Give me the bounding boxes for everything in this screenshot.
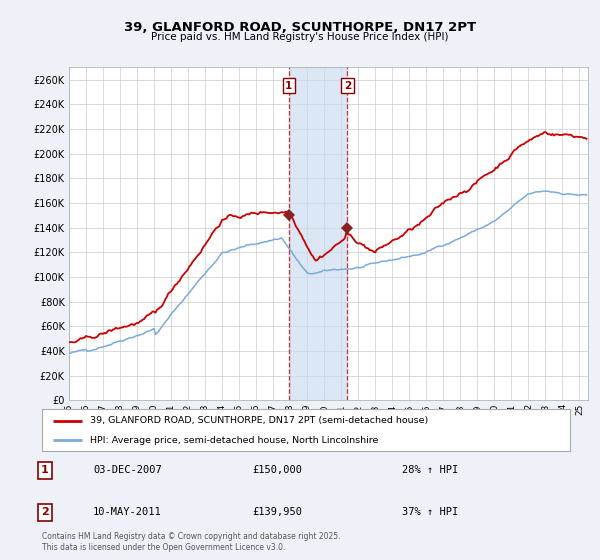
Text: 1: 1	[285, 81, 292, 91]
Text: Price paid vs. HM Land Registry's House Price Index (HPI): Price paid vs. HM Land Registry's House …	[151, 32, 449, 42]
Text: 28% ↑ HPI: 28% ↑ HPI	[402, 465, 458, 475]
Text: 03-DEC-2007: 03-DEC-2007	[93, 465, 162, 475]
Text: HPI: Average price, semi-detached house, North Lincolnshire: HPI: Average price, semi-detached house,…	[89, 436, 378, 445]
Text: 2: 2	[344, 81, 351, 91]
Text: 39, GLANFORD ROAD, SCUNTHORPE, DN17 2PT (semi-detached house): 39, GLANFORD ROAD, SCUNTHORPE, DN17 2PT …	[89, 416, 428, 425]
Text: 2: 2	[41, 507, 49, 517]
Text: 10-MAY-2011: 10-MAY-2011	[93, 507, 162, 517]
Text: Contains HM Land Registry data © Crown copyright and database right 2025.
This d: Contains HM Land Registry data © Crown c…	[42, 532, 341, 552]
Text: £139,950: £139,950	[252, 507, 302, 517]
Text: 1: 1	[41, 465, 49, 475]
Bar	[289, 67, 347, 400]
Text: 37% ↑ HPI: 37% ↑ HPI	[402, 507, 458, 517]
Text: £150,000: £150,000	[252, 465, 302, 475]
Text: 39, GLANFORD ROAD, SCUNTHORPE, DN17 2PT: 39, GLANFORD ROAD, SCUNTHORPE, DN17 2PT	[124, 21, 476, 34]
